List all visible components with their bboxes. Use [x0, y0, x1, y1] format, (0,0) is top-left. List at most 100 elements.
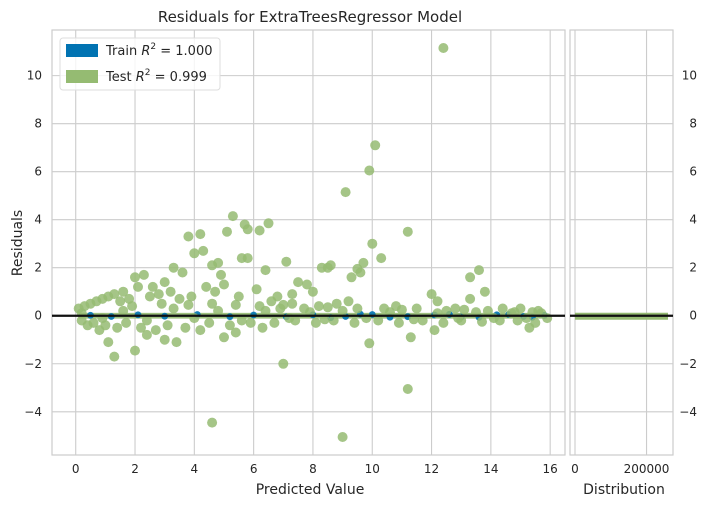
data-point-test	[313, 301, 324, 312]
data-point-test	[269, 317, 280, 328]
legend-swatch-test	[66, 70, 98, 83]
data-point-test	[293, 277, 304, 288]
legend: Train R2 = 1.000 Test R2 = 0.999	[59, 37, 221, 91]
data-point-test	[402, 226, 413, 237]
data-point-test	[198, 245, 209, 256]
x-tick-label: 12	[424, 462, 439, 476]
chart-title: Residuals for ExtraTreesRegressor Model	[158, 8, 462, 26]
data-point-test	[216, 269, 226, 280]
data-point-test	[438, 43, 449, 53]
y-tick-labels: −4 −2 0 2 4 6 8 10	[24, 69, 42, 419]
data-point-test	[385, 307, 395, 318]
data-point-test	[130, 345, 140, 356]
data-point-test	[118, 286, 129, 297]
data-point-test	[432, 296, 443, 307]
data-point-test	[479, 286, 490, 297]
data-point-test	[310, 317, 321, 328]
distribution-y-tick-label: −4	[679, 405, 697, 419]
data-point-test	[88, 317, 99, 328]
data-point-test	[141, 329, 152, 340]
x-tick-labels: 0 2 4 6 8 10 12 14 16	[72, 462, 558, 476]
y-axis-label: Residuals	[10, 210, 26, 276]
data-point-test	[109, 289, 120, 300]
data-point-test	[257, 322, 268, 333]
data-point-test	[331, 298, 342, 309]
data-point-test	[263, 218, 274, 229]
data-point-test	[305, 307, 315, 318]
data-point-test	[278, 358, 289, 369]
data-point-test	[527, 307, 538, 318]
data-point-test	[459, 304, 470, 315]
data-point-test	[219, 279, 229, 290]
y-tick-label: 6	[34, 165, 42, 179]
data-point-test	[103, 337, 114, 348]
data-point-test	[118, 305, 129, 316]
legend-label-train: Train R2 = 1.000	[105, 42, 212, 59]
data-point-test	[138, 269, 149, 280]
distribution-x-tick-label: 200000	[624, 462, 670, 476]
y-tick-label: 4	[34, 213, 42, 227]
data-point-test	[133, 281, 143, 292]
data-point-test	[204, 317, 215, 328]
data-point-test	[373, 315, 384, 326]
data-point-test	[242, 224, 253, 235]
data-point-test	[281, 256, 292, 267]
data-point-test	[156, 298, 167, 309]
data-point-test	[284, 313, 295, 324]
data-point-test	[130, 272, 140, 283]
distribution-x-tick-labels: 0 200000	[571, 462, 669, 476]
data-point-test	[233, 291, 244, 302]
data-point-test	[465, 293, 476, 304]
data-point-test	[429, 325, 440, 336]
distribution-y-tick-label: 4	[689, 213, 697, 227]
data-point-test	[159, 334, 170, 345]
data-point-test	[393, 317, 404, 328]
data-point-test	[287, 289, 298, 300]
data-point-test	[236, 315, 247, 326]
data-point-test	[325, 260, 336, 271]
data-point-test	[302, 279, 312, 290]
data-point-test	[76, 315, 87, 326]
data-point-test	[361, 313, 372, 324]
data-point-test	[115, 296, 126, 307]
data-point-test	[224, 320, 235, 331]
data-point-test	[245, 317, 256, 328]
y-tick-label: 8	[34, 117, 42, 131]
data-point-test	[174, 293, 185, 304]
data-point-test	[307, 286, 318, 297]
y-tick-label: −4	[24, 405, 42, 419]
data-point-test	[364, 165, 375, 176]
data-point-test	[168, 262, 179, 273]
data-point-test	[144, 291, 155, 302]
data-point-test	[278, 299, 289, 310]
data-point-test	[222, 226, 232, 237]
distribution-y-tick-label: 10	[682, 69, 697, 83]
data-point-test	[376, 253, 387, 264]
data-point-test	[201, 281, 212, 292]
data-point-test	[177, 267, 188, 278]
data-point-test	[112, 322, 123, 333]
data-point-test	[219, 332, 229, 343]
data-point-test	[465, 272, 476, 283]
legend-swatch-train	[66, 44, 98, 57]
data-point-test	[254, 301, 265, 312]
data-point-test	[230, 299, 241, 310]
x-tick-label: 4	[191, 462, 199, 476]
main-plot: 0 2 4 6 8 10 12 14 16 −4 −2 0 2 4 6 8 10	[24, 29, 566, 476]
data-point-test	[441, 305, 452, 316]
y-tick-label: 0	[34, 309, 42, 323]
data-point-test	[450, 303, 461, 314]
x-tick-label: 2	[131, 462, 139, 476]
data-point-test	[405, 332, 416, 343]
data-point-test	[349, 317, 360, 328]
data-point-test	[189, 248, 200, 259]
distribution-y-tick-label: 2	[689, 261, 697, 275]
data-point-test	[195, 229, 206, 240]
data-point-test	[251, 284, 262, 295]
data-point-test	[343, 296, 354, 307]
data-point-test	[136, 322, 146, 333]
y-tick-label: 2	[34, 261, 42, 275]
data-point-test	[530, 317, 541, 328]
data-point-test	[453, 313, 464, 324]
distribution-axis-label: Distribution	[583, 482, 665, 498]
